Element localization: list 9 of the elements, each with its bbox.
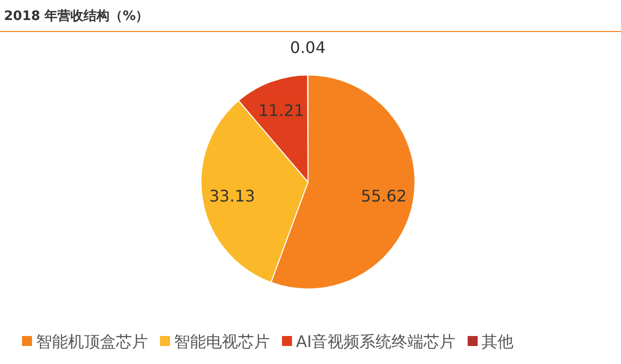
data-label: 33.13 — [209, 186, 256, 206]
legend-label: 智能机顶盒芯片 — [36, 332, 148, 351]
data-label: 55.62 — [360, 186, 407, 206]
data-label: 11.21 — [258, 100, 304, 120]
legend-label: AI音视频系统终端芯片 — [296, 332, 456, 351]
chart-title: 2018 年营收结构（%） — [4, 8, 149, 24]
data-label: 0.04 — [290, 38, 326, 57]
legend-label: 其他 — [482, 332, 514, 351]
legend-label: 智能电视芯片 — [174, 332, 270, 351]
